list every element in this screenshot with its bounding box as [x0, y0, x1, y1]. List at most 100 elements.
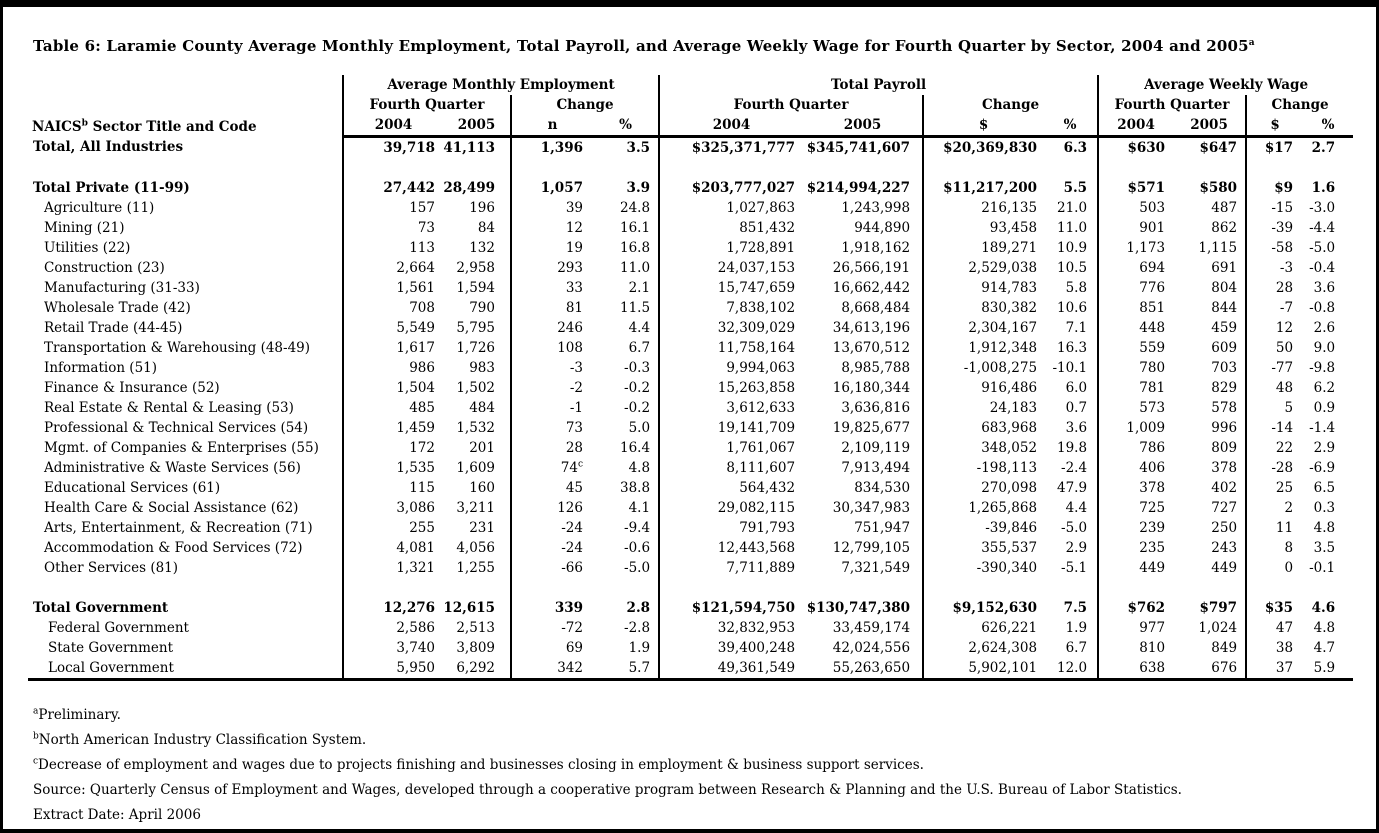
cell-emp-2005: 1,594 [456, 280, 495, 296]
cell-wage-2004: 638 [1097, 658, 1174, 681]
cell-pay-2004: 11,758,164 [658, 338, 804, 358]
subheader-wage-change: Change [1245, 95, 1354, 115]
cell-emp-change-n [510, 578, 593, 598]
cell-wage-2005: 449 [1211, 560, 1238, 576]
cell-emp-change-pct: 3.9 [626, 180, 651, 196]
cell-pay-change-dollar: 2,624,308 [922, 638, 1044, 658]
cell-emp-change-pct: -0.6 [624, 540, 651, 556]
sector-label: Mining (21) [44, 220, 125, 236]
cell-pay-2005: 7,321,549 [841, 560, 911, 576]
cell-emp-change-n: -2 [510, 378, 593, 398]
cell-pay-change-pct: 2.9 [1065, 540, 1088, 556]
cell-emp-change-n: 339 [510, 598, 593, 618]
footnote-marker: c [33, 756, 39, 767]
cell-emp-change-n: -24 [510, 518, 593, 538]
table-row: Wholesale Trade (42) 708 790 81 11.5 7,838,10… [28, 298, 1353, 318]
sector-label: Total, All Industries [33, 139, 184, 156]
cell-emp-change-n [510, 158, 593, 178]
cell-emp-2005: 6,292 [443, 658, 511, 681]
cell-emp-change-n: 1,396 [510, 136, 593, 158]
cell-wage-change-pct: 6.2 [1313, 380, 1336, 396]
cell-wage-change-dollar: -58 [1245, 238, 1304, 258]
cell-pay-change-dollar: 830,382 [922, 298, 1044, 318]
cell-emp-2005: 196 [469, 200, 495, 216]
cell-emp-2004: 485 [342, 398, 443, 418]
cell-pay-2004: 29,082,115 [658, 498, 804, 518]
cell-emp-2004: 708 [342, 298, 443, 318]
cell-pay-change-dollar: $20,369,830 [922, 136, 1044, 158]
cell-wage-2004: 776 [1097, 278, 1174, 298]
cell-pay-change-pct: 21.0 [1057, 200, 1088, 216]
cell-pay-change-pct: 47.9 [1057, 480, 1088, 496]
cell-pay-2004: 1,728,891 [658, 238, 804, 258]
cell-pay-change-dollar: -39,846 [922, 518, 1044, 538]
cell-pay-change-pct [1043, 158, 1098, 178]
stub-header-rest: Sector Title and Code [87, 118, 257, 135]
cell-wage-2004 [1097, 158, 1174, 178]
cell-pay-change-pct: 7.5 [1063, 600, 1088, 616]
sector-label: Information (51) [44, 360, 158, 376]
cell-emp-change-pct: -9.4 [624, 520, 651, 536]
footnote-marker: a [33, 706, 39, 717]
header-column-row: 2004 2005 n % 2004 2005 $ % 2004 2005 $ … [28, 115, 1354, 138]
cell-emp-change-pct: 5.7 [593, 658, 660, 681]
cell-pay-change-pct: 10.9 [1057, 240, 1088, 256]
sector-label: Other Services (81) [44, 560, 179, 576]
col-pay-2005: 2005 [803, 115, 924, 138]
cell-pay-change-dollar: 683,968 [922, 418, 1044, 438]
table-row: Federal Government 2,586 2,513 -72 -2.8 32,83… [28, 618, 1353, 638]
cell-emp-change-pct: 5.0 [628, 420, 651, 436]
cell-wage-change-pct: -9.8 [1309, 360, 1336, 376]
cell-pay-2004: 7,838,102 [658, 298, 804, 318]
cell-emp-change-pct: 16.4 [619, 440, 651, 456]
cell-emp-change-n: 69 [510, 638, 593, 658]
cell-pay-2004: 9,994,063 [658, 358, 804, 378]
col-emp-change-n: n [510, 115, 593, 138]
footnote-line: aPreliminary. [33, 706, 121, 723]
cell-wage-change-pct: 2.7 [1311, 140, 1336, 156]
cell-emp-2005: 1,532 [456, 420, 495, 436]
cell-wage-2005: 578 [1211, 400, 1238, 416]
cell-wage-change-dollar: $17 [1245, 136, 1304, 158]
cell-pay-2005: 1,243,998 [841, 200, 911, 216]
cell-pay-change-pct: 4.4 [1065, 500, 1088, 516]
cell-wage-2004: $630 [1097, 136, 1174, 158]
cell-wage-change-dollar: 48 [1245, 378, 1304, 398]
cell-wage-change-dollar: 28 [1245, 278, 1304, 298]
subheader-emp-change: Change [509, 95, 660, 115]
cell-pay-2005: 7,913,494 [841, 460, 911, 476]
cell-pay-change-dollar [922, 158, 1044, 178]
cell-emp-2004: 1,535 [342, 458, 443, 478]
cell-emp-change-n: 28 [510, 438, 593, 458]
cell-emp-2005: 3,211 [456, 500, 495, 516]
cell-pay-2004: 564,432 [658, 478, 804, 498]
cell-pay-change-pct: 16.3 [1057, 340, 1088, 356]
cell-wage-2004: 977 [1097, 618, 1174, 638]
cell-emp-change-n: 246 [510, 318, 593, 338]
cell-emp-2004: 113 [342, 238, 443, 258]
cell-wage-2005: 459 [1211, 320, 1238, 336]
cell-emp-2004: 3,740 [342, 638, 443, 658]
footnote-line: cDecrease of employment and wages due to… [33, 756, 924, 773]
cell-emp-2005: 160 [469, 480, 495, 496]
cell-pay-change-pct [1043, 578, 1098, 598]
sector-label: Administrative & Waste Services (56) [44, 460, 301, 476]
subheader-emp-fourth-quarter: Fourth Quarter [342, 95, 511, 115]
cell-emp-2005: 201 [469, 440, 495, 456]
group-header-employment: Average Monthly Employment [341, 75, 660, 95]
col-emp-change-pct: % [593, 115, 660, 138]
cell-pay-change-pct: 12.0 [1043, 658, 1099, 681]
cell-wage-change-dollar: 8 [1245, 538, 1304, 558]
cell-wage-change-dollar: 37 [1245, 658, 1304, 681]
stub-header-footnote-marker: b [81, 118, 88, 128]
table-row: Total Private (11-99) 27,442 28,499 1,057 3.… [28, 178, 1353, 198]
subheader-pay-change: Change [922, 95, 1099, 115]
footnote-marker: b [33, 731, 39, 742]
cell-pay-2005 [803, 158, 923, 178]
table-row: Mgmt. of Companies & Enterprises (55) 172… [28, 438, 1353, 458]
cell-pay-2005: 26,566,191 [832, 260, 911, 276]
cell-wage-2005: 1,024 [1198, 620, 1238, 636]
cell-wage-change-dollar: -15 [1245, 198, 1304, 218]
cell-emp-change-n: 33 [510, 278, 593, 298]
